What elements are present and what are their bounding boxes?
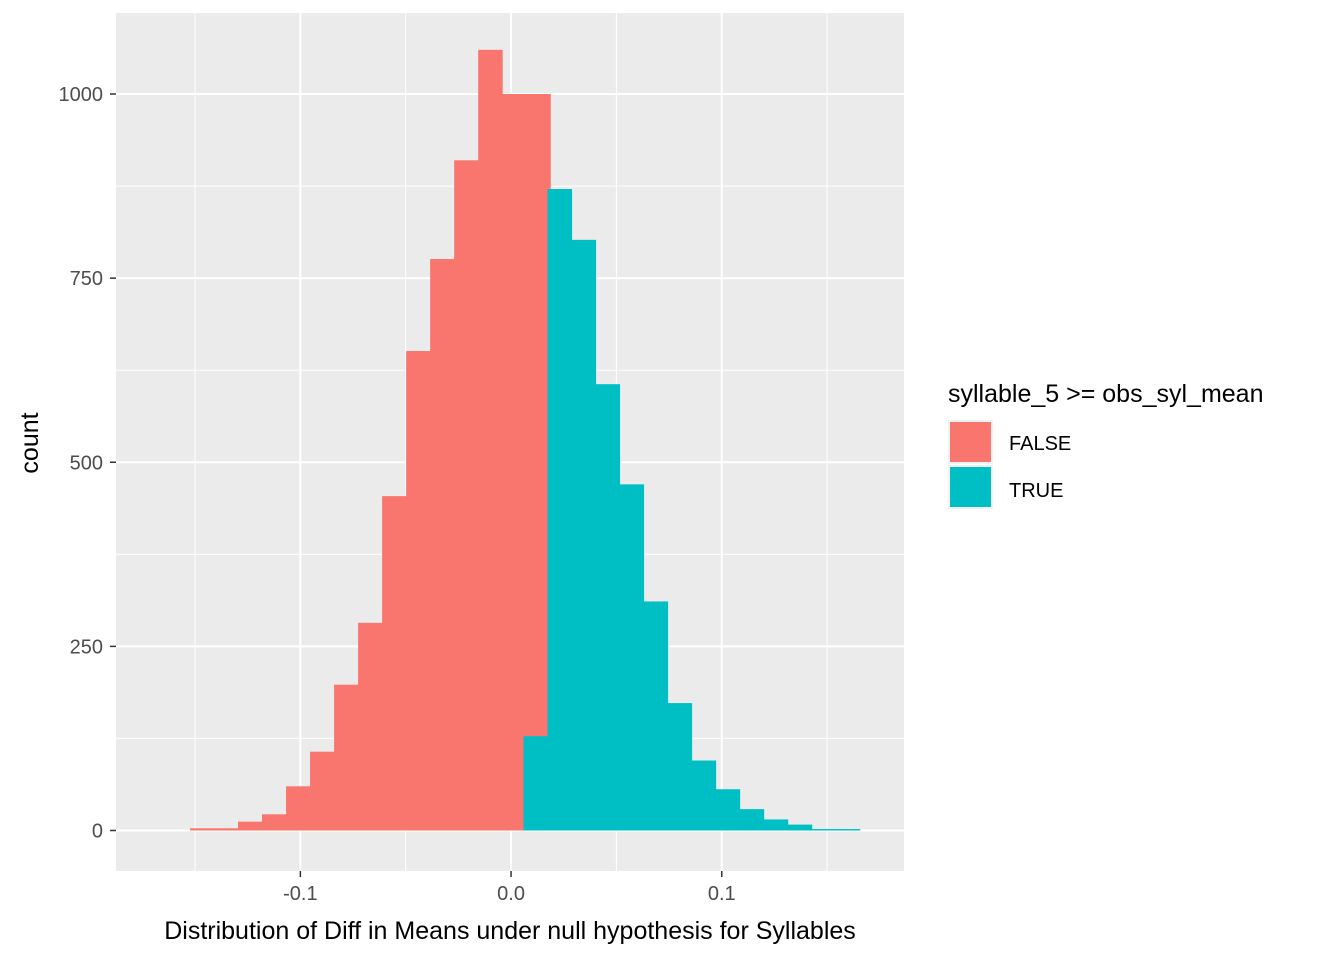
bar-true	[595, 384, 621, 831]
bar-true	[667, 703, 693, 831]
legend: syllable_5 >= obs_syl_mean FALSE TRUE	[948, 380, 1263, 509]
y-tick-label: 250	[70, 636, 103, 658]
bar-true	[691, 760, 717, 831]
bar-false	[406, 351, 431, 831]
bar-true	[763, 819, 789, 831]
histogram-bars	[189, 49, 861, 831]
x-axis-title: Distribution of Diff in Means under null…	[164, 917, 856, 945]
y-axis-title: count	[16, 412, 44, 473]
legend-swatch-false	[950, 422, 991, 462]
axis-ticks: -0.1 0.0 0.1 0 250 500 750 1000	[59, 84, 736, 905]
bar-true	[787, 824, 813, 831]
y-tick-label: 500	[70, 452, 103, 474]
bar-true	[811, 829, 837, 831]
bar-false	[478, 49, 503, 831]
bar-false	[454, 160, 479, 831]
y-tick-label: 0	[92, 820, 103, 842]
bar-true	[643, 601, 669, 831]
bar-false	[526, 94, 551, 831]
bar-false	[262, 814, 287, 831]
bar-false	[189, 828, 215, 831]
bar-true	[739, 809, 765, 831]
bar-true	[571, 239, 597, 831]
x-tick-label: 0.1	[708, 883, 736, 905]
x-tick-label: 0.0	[497, 883, 525, 905]
legend-title: syllable_5 >= obs_syl_mean	[948, 380, 1263, 408]
bar-false	[334, 684, 359, 831]
bar-true	[835, 829, 861, 831]
bar-false	[213, 828, 239, 831]
y-tick-label: 750	[70, 268, 103, 290]
x-tick-label: -0.1	[283, 883, 317, 905]
bar-true	[715, 789, 741, 831]
bar-true	[523, 736, 549, 831]
bar-false	[310, 751, 335, 831]
bar-false	[382, 496, 407, 831]
bar-false	[237, 821, 263, 831]
bar-false	[502, 94, 527, 831]
bar-false	[430, 258, 455, 831]
bar-false	[286, 786, 311, 831]
bar-true	[547, 189, 573, 831]
legend-swatch-true	[950, 467, 991, 507]
bar-false	[358, 622, 383, 831]
bar-true	[619, 484, 645, 831]
legend-label-true: TRUE	[1009, 480, 1063, 502]
legend-label-false: FALSE	[1009, 433, 1071, 455]
y-tick-label: 1000	[59, 84, 104, 106]
